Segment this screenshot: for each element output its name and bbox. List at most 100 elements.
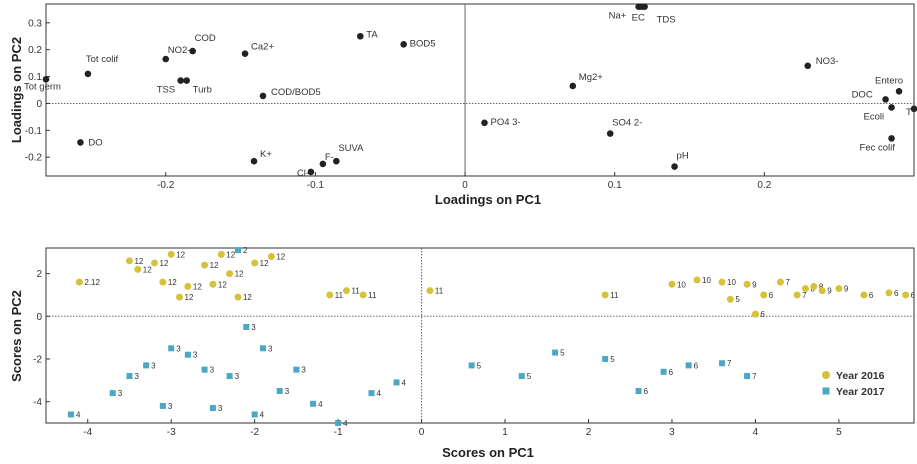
score-point-2017 — [393, 379, 400, 386]
loadings-y-tick-label: 0.1 — [28, 72, 42, 83]
score-point-label: 12 — [134, 257, 143, 266]
scores-plot-frame — [45, 247, 915, 424]
score-point-2016 — [267, 253, 275, 261]
loading-point-label: Na+ — [609, 11, 627, 22]
score-point-2016 — [201, 261, 209, 269]
loading-point — [671, 163, 678, 170]
legend-entry-label: Year 2017 — [836, 386, 885, 398]
score-point-2016 — [75, 278, 83, 286]
score-point-label: 6 — [644, 387, 649, 396]
loading-point-label: TDS — [657, 15, 676, 26]
score-point-label: 4 — [260, 410, 265, 419]
score-point-2017 — [251, 411, 258, 418]
score-point-2016 — [151, 259, 158, 267]
score-point-label: 9 — [752, 280, 757, 289]
loadings-x-tick-label: -0.2 — [157, 180, 175, 191]
loadings-x-axis-label: Loadings on PC1 — [435, 192, 541, 207]
score-point-label: 3 — [118, 389, 123, 398]
score-point-2016 — [426, 287, 434, 295]
score-point-label: 3 — [235, 372, 240, 381]
score-point-label: 3 — [210, 366, 215, 375]
score-point-label: 3 — [151, 361, 156, 370]
loading-point — [42, 75, 50, 83]
loading-point — [481, 119, 488, 127]
loading-point-label: Entero — [875, 75, 903, 86]
loadings-x-ticks: -0.2 -0.1 0 0.1 0.2 — [157, 172, 772, 191]
score-point-2016 — [234, 293, 242, 301]
score-point-2016 — [835, 285, 843, 293]
score-point-label: 12 — [185, 293, 194, 302]
loading-point — [241, 50, 249, 58]
score-point-label: 7 — [802, 291, 807, 300]
score-point-label: 5 — [527, 372, 532, 381]
score-point-label: 3 — [301, 366, 306, 375]
score-point-2017 — [201, 366, 208, 373]
score-point-label: 5 — [560, 349, 565, 358]
scores-x-tick-label: 5 — [836, 427, 842, 438]
loading-point-label: BOD5 — [410, 38, 436, 49]
score-point-label: 6 — [911, 291, 916, 300]
score-point-2017 — [168, 345, 175, 352]
loading-point — [250, 157, 258, 165]
loading-point — [183, 77, 190, 84]
loadings-y-tick-label: 0.2 — [28, 45, 42, 56]
score-point-label: 3 — [285, 387, 290, 396]
loading-point-label: Ca2+ — [251, 42, 274, 53]
loading-point — [307, 168, 315, 176]
loading-point-label: Turb — [193, 85, 212, 96]
score-point-label: 3 — [168, 402, 173, 411]
score-point-label: 6 — [669, 368, 674, 377]
score-point-2017 — [744, 373, 751, 380]
score-point-2016 — [176, 293, 184, 301]
loading-point-label: pH — [677, 151, 689, 162]
scores-y-tick-label: -2 — [33, 354, 42, 365]
score-point-label: 3 — [193, 351, 198, 360]
score-point-2016 — [209, 280, 217, 288]
score-point-label: 3 — [134, 372, 139, 381]
scores-x-tick-label: -4 — [83, 427, 92, 438]
score-point-label: 12 — [226, 250, 235, 259]
score-point-2016 — [860, 291, 868, 299]
score-point-label: 6 — [894, 289, 899, 298]
score-point-label: 11 — [610, 291, 619, 300]
score-point-label: 4 — [318, 400, 323, 409]
score-point-2017 — [126, 373, 133, 380]
score-point-label: 12 — [176, 250, 185, 259]
score-point-2017 — [518, 373, 525, 380]
loadings-x-tick-label: 0.2 — [757, 180, 771, 191]
score-point-label: 6 — [694, 361, 699, 370]
score-point-2016 — [226, 270, 234, 278]
loading-point — [895, 88, 903, 95]
score-point-label: 7 — [752, 372, 757, 381]
score-point-2017 — [276, 387, 283, 394]
loading-point — [84, 70, 92, 78]
scores-x-tick-label: 1 — [502, 427, 508, 438]
score-point-2016 — [167, 250, 175, 258]
scores-y-axis-label: Scores on PC2 — [9, 290, 24, 382]
score-point-label: 5 — [610, 355, 615, 364]
score-point-label: 12 — [243, 293, 252, 302]
loadings-plot-frame — [45, 3, 915, 177]
score-point-2016 — [776, 278, 784, 286]
scores-x-tick-label: -2 — [250, 427, 259, 438]
loading-point — [882, 96, 889, 103]
score-point-label: 11 — [335, 291, 344, 300]
scores-x-tick-label: 3 — [669, 427, 675, 438]
loading-point-label: NO3- — [816, 56, 839, 67]
loading-point-label: DO — [88, 137, 102, 148]
score-point-label: 9 — [844, 285, 849, 294]
loading-point-label: Tot germ — [24, 81, 61, 92]
loading-point-label: TA — [366, 29, 378, 40]
scores-x-tick-label: -3 — [167, 427, 176, 438]
loading-point-label: Ecoli — [864, 111, 885, 122]
score-point-label: 4 — [402, 378, 407, 387]
loading-point — [888, 104, 895, 111]
score-point-2017 — [368, 390, 375, 397]
score-point-2016 — [326, 291, 334, 299]
score-point-label: 12 — [143, 265, 152, 274]
score-point-2016 — [342, 287, 350, 295]
scores-x-axis-label: Scores on PC1 — [442, 445, 534, 460]
score-point-label: 11 — [435, 287, 444, 296]
